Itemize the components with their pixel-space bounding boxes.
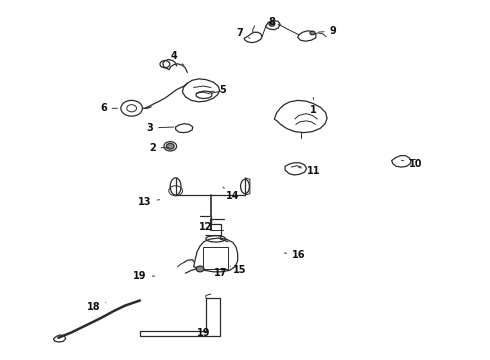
Text: 13: 13 xyxy=(138,197,159,207)
Text: 2: 2 xyxy=(149,143,169,153)
Circle shape xyxy=(196,266,204,272)
Text: 17: 17 xyxy=(214,268,227,278)
Circle shape xyxy=(269,22,275,26)
Text: 19: 19 xyxy=(196,328,210,338)
Text: 4: 4 xyxy=(171,51,184,65)
Circle shape xyxy=(310,31,315,35)
Text: 16: 16 xyxy=(284,250,305,260)
Text: 18: 18 xyxy=(87,302,106,312)
Text: 12: 12 xyxy=(199,222,213,231)
Text: 10: 10 xyxy=(401,159,423,169)
Text: 11: 11 xyxy=(299,166,320,176)
Text: 5: 5 xyxy=(209,85,226,95)
Text: 14: 14 xyxy=(223,187,240,201)
Text: 1: 1 xyxy=(310,98,317,115)
Text: 19: 19 xyxy=(133,271,155,281)
Text: 3: 3 xyxy=(147,123,174,133)
Text: 15: 15 xyxy=(230,265,247,275)
Text: 8: 8 xyxy=(269,17,275,27)
Bar xyxy=(203,247,228,269)
Text: 6: 6 xyxy=(100,103,118,113)
Circle shape xyxy=(166,143,174,149)
Text: 7: 7 xyxy=(237,28,250,39)
Text: 9: 9 xyxy=(318,26,336,36)
